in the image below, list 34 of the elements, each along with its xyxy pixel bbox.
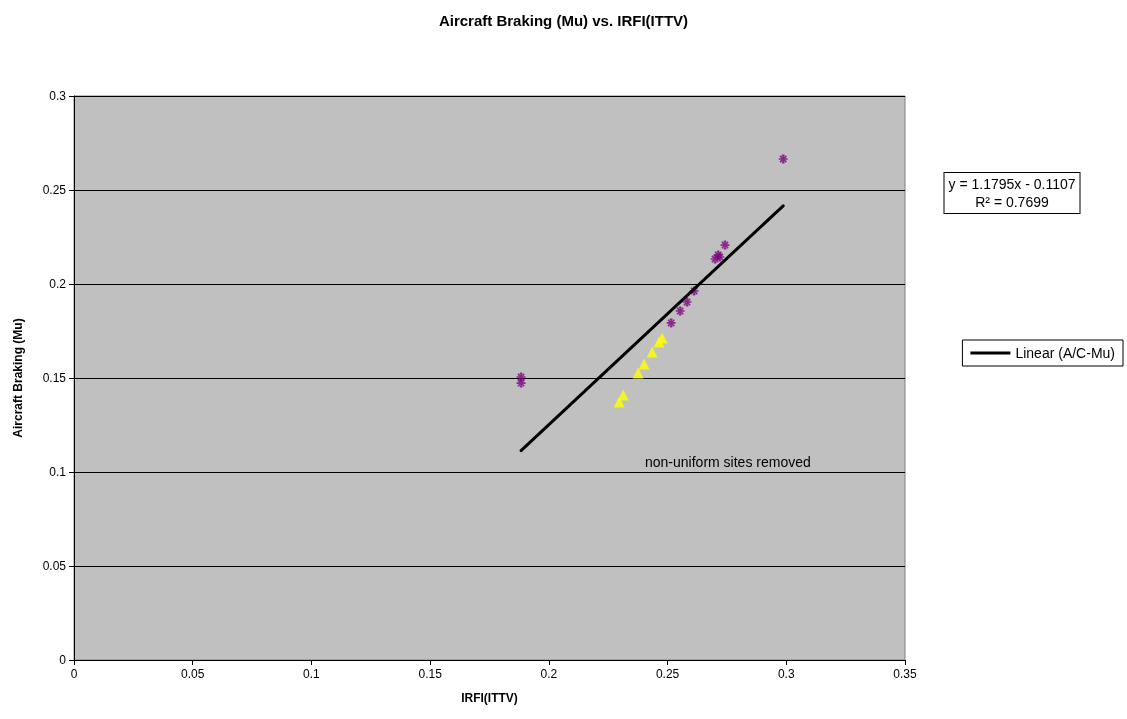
- point: [613, 396, 625, 408]
- annotation: non-uniform sites removed: [645, 454, 811, 470]
- point: [638, 358, 650, 370]
- point: [719, 239, 731, 251]
- y-tick-label: 0.15: [42, 371, 67, 385]
- x-axis-title: IRFI(ITTV): [461, 691, 518, 705]
- point: [656, 332, 668, 344]
- y-tick-label: 0.05: [42, 559, 67, 573]
- x-tick-label: 0.2: [540, 667, 558, 681]
- point: [665, 317, 677, 329]
- point: [777, 153, 789, 165]
- point: [674, 305, 686, 317]
- x-tick-label: 0.35: [893, 667, 917, 681]
- x-tick-label: 0.25: [655, 667, 680, 681]
- y-axis-title: Aircraft Braking (Mu): [11, 318, 25, 438]
- x-tick-label: 0.1: [303, 667, 321, 681]
- y-tick-label: 0.25: [42, 183, 67, 197]
- x-tick-label: 0.05: [181, 667, 205, 681]
- point: [646, 346, 658, 358]
- chart-title: Aircraft Braking (Mu) vs. IRFI(ITTV): [438, 12, 689, 29]
- y-tick-label: 0.2: [49, 277, 67, 291]
- y-tick-label: 0: [59, 653, 67, 667]
- text: y = 1.1795x - 0.1107 R² = 0.7699: [948, 176, 1076, 210]
- x-tick-label: 0.15: [418, 667, 443, 681]
- y-tick-label: 0.1: [49, 465, 67, 479]
- point: [681, 296, 693, 308]
- y-tick-label: 0.3: [49, 89, 67, 103]
- point: [632, 367, 644, 379]
- point: [617, 389, 629, 401]
- point: [709, 253, 721, 265]
- point: [688, 285, 700, 297]
- x-tick-label: 0: [70, 667, 78, 681]
- x-tick-label: 0.3: [777, 667, 795, 681]
- legend-label: Linear (A/C-Mu): [1015, 345, 1116, 361]
